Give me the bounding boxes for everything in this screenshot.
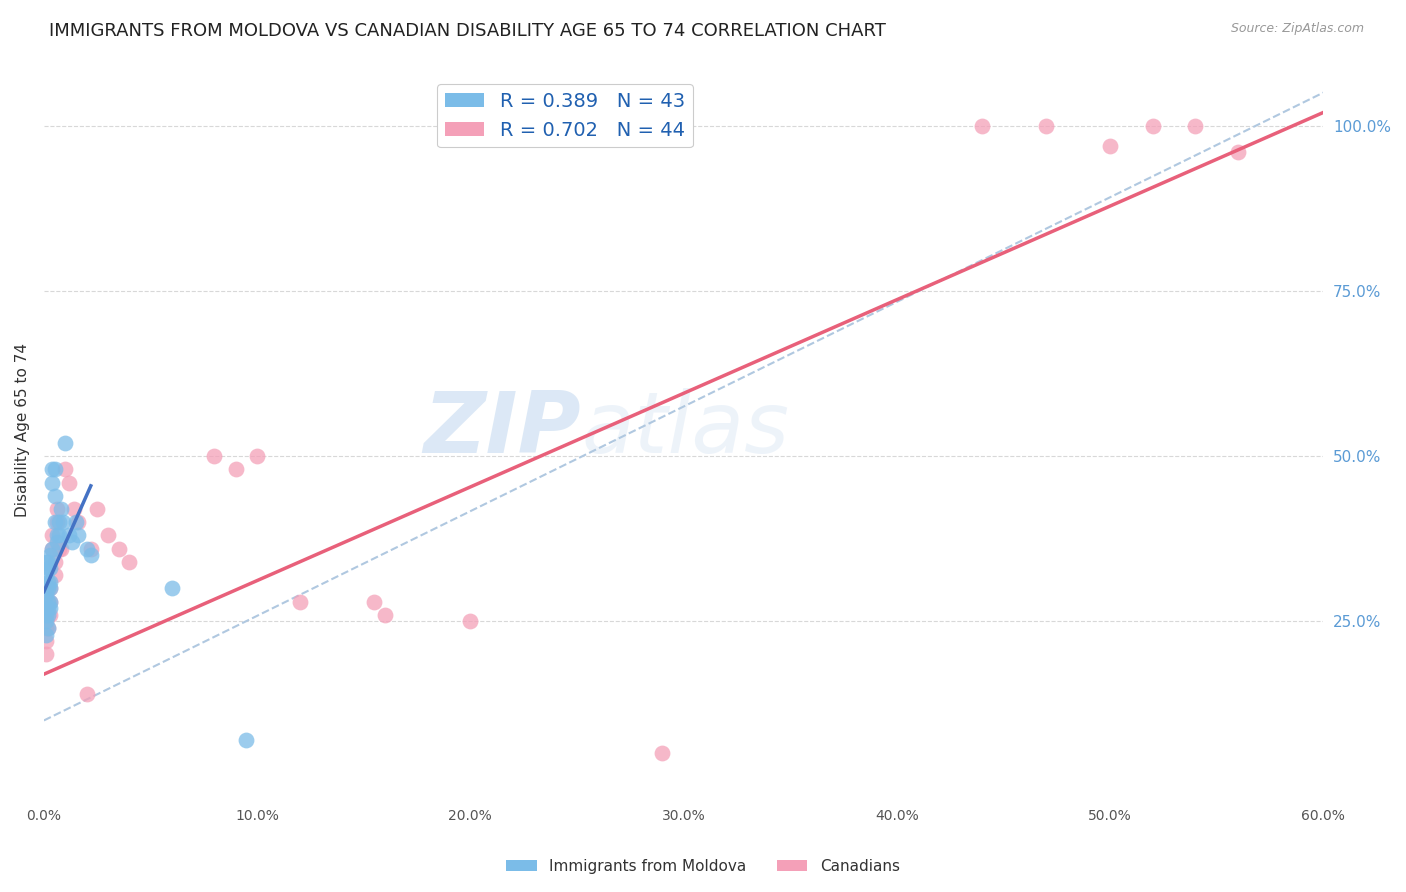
Point: [44, 568, 66, 582]
Point: [288, 594, 311, 608]
Point: [66, 515, 89, 529]
Point: [41, 541, 63, 556]
Point: [118, 555, 141, 569]
Point: [39, 594, 62, 608]
Point: [37, 574, 59, 589]
Point: [651, 747, 673, 761]
Point: [48, 515, 70, 529]
Point: [49, 502, 72, 516]
Point: [160, 582, 183, 596]
Point: [44, 489, 66, 503]
Point: [363, 594, 385, 608]
Point: [62, 502, 84, 516]
Legend: Immigrants from Moldova, Canadians: Immigrants from Moldova, Canadians: [501, 853, 905, 880]
Point: [65, 515, 87, 529]
Text: ZIP: ZIP: [423, 388, 581, 471]
Point: [35, 634, 58, 648]
Point: [45, 515, 67, 529]
Point: [44, 555, 66, 569]
Point: [53, 436, 76, 450]
Point: [35, 607, 58, 622]
Point: [39, 561, 62, 575]
Point: [37, 582, 59, 596]
Point: [58, 528, 80, 542]
Point: [35, 594, 58, 608]
Point: [1035, 119, 1057, 133]
Point: [1099, 138, 1122, 153]
Point: [39, 582, 62, 596]
Text: IMMIGRANTS FROM MOLDOVA VS CANADIAN DISABILITY AGE 65 TO 74 CORRELATION CHART: IMMIGRANTS FROM MOLDOVA VS CANADIAN DISA…: [49, 22, 886, 40]
Point: [52, 515, 75, 529]
Point: [35, 555, 58, 569]
Point: [35, 601, 58, 615]
Point: [37, 594, 59, 608]
Point: [60, 535, 83, 549]
Point: [76, 687, 98, 701]
Point: [80, 541, 103, 556]
Point: [58, 475, 80, 490]
Point: [45, 528, 67, 542]
Point: [45, 502, 67, 516]
Point: [35, 615, 58, 629]
Point: [37, 555, 59, 569]
Point: [39, 594, 62, 608]
Point: [39, 601, 62, 615]
Point: [48, 541, 70, 556]
Point: [44, 515, 66, 529]
Y-axis label: Disability Age 65 to 74: Disability Age 65 to 74: [15, 343, 30, 516]
Point: [39, 548, 62, 562]
Point: [1227, 145, 1250, 160]
Point: [37, 621, 59, 635]
Point: [225, 462, 247, 476]
Point: [86, 502, 108, 516]
Point: [35, 568, 58, 582]
Point: [35, 607, 58, 622]
Point: [76, 541, 98, 556]
Text: Source: ZipAtlas.com: Source: ZipAtlas.com: [1230, 22, 1364, 36]
Point: [41, 475, 63, 490]
Point: [35, 627, 58, 641]
Point: [1142, 119, 1164, 133]
Point: [35, 621, 58, 635]
Point: [39, 607, 62, 622]
Point: [41, 462, 63, 476]
Point: [37, 594, 59, 608]
Point: [80, 548, 103, 562]
Point: [35, 588, 58, 602]
Point: [460, 615, 482, 629]
Point: [37, 582, 59, 596]
Text: atlas: atlas: [581, 388, 789, 471]
Point: [66, 528, 89, 542]
Point: [37, 607, 59, 622]
Point: [374, 607, 396, 622]
Point: [246, 449, 269, 463]
Point: [44, 462, 66, 476]
Legend: R = 0.389   N = 43, R = 0.702   N = 44: R = 0.389 N = 43, R = 0.702 N = 44: [437, 84, 693, 147]
Point: [37, 607, 59, 622]
Point: [35, 648, 58, 662]
Point: [37, 601, 59, 615]
Point: [45, 535, 67, 549]
Point: [37, 561, 59, 575]
Point: [97, 528, 120, 542]
Point: [41, 528, 63, 542]
Point: [39, 574, 62, 589]
Point: [48, 528, 70, 542]
Point: [235, 733, 257, 747]
Point: [972, 119, 994, 133]
Point: [49, 541, 72, 556]
Point: [37, 621, 59, 635]
Point: [39, 582, 62, 596]
Point: [53, 462, 76, 476]
Point: [107, 541, 129, 556]
Point: [1184, 119, 1206, 133]
Point: [204, 449, 226, 463]
Point: [41, 541, 63, 556]
Point: [35, 582, 58, 596]
